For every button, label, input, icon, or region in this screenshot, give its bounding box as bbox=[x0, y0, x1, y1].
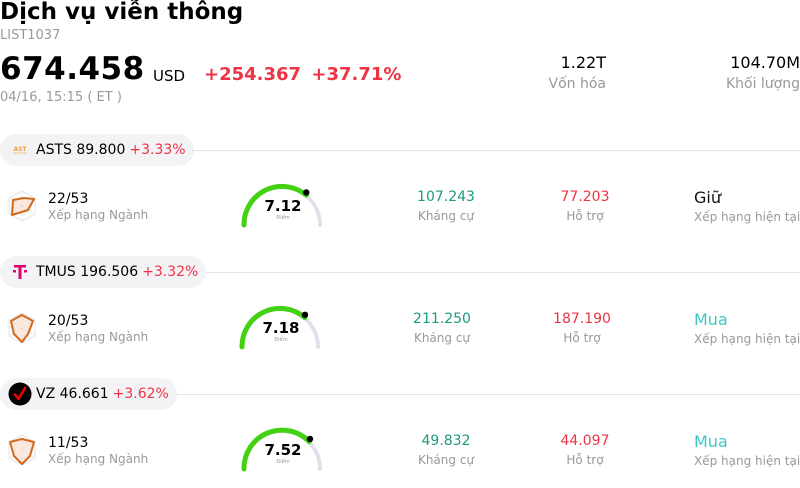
ticker-change: +3.33% bbox=[129, 142, 186, 158]
current-rating: Giữ Xếp hạng hiện tại bbox=[694, 188, 800, 224]
rating-value: Giữ bbox=[694, 188, 721, 207]
resistance-value: 211.250 bbox=[413, 311, 471, 327]
currency-label: USD bbox=[153, 67, 186, 85]
current-rating: Mua Xếp hạng hiện tại bbox=[694, 310, 800, 346]
support-label: Hỗ trợ bbox=[563, 331, 601, 345]
tmobile-logo-icon bbox=[8, 260, 32, 284]
support-label: Hỗ trợ bbox=[566, 209, 604, 223]
svg-text:AST: AST bbox=[13, 146, 27, 153]
divider bbox=[206, 272, 800, 273]
resistance-label: Kháng cự bbox=[413, 331, 471, 345]
rating-value: Mua bbox=[694, 432, 728, 451]
volume-value: 104.70M bbox=[730, 53, 800, 72]
resistance-label: Kháng cự bbox=[417, 209, 475, 223]
industry-rank-label: Xếp hạng Ngành bbox=[48, 208, 149, 222]
index-price: 674.458 bbox=[0, 51, 145, 87]
score-value: 7.52 bbox=[264, 441, 302, 459]
stock-pill-asts[interactable]: AST ASTS 89.800 +3.33% bbox=[0, 134, 194, 166]
rating-label: Xếp hạng hiện tại bbox=[694, 210, 800, 224]
asts-logo-icon: AST bbox=[8, 138, 32, 162]
verizon-logo-icon bbox=[8, 382, 32, 406]
resistance: 107.243 Kháng cự bbox=[406, 189, 486, 223]
divider bbox=[176, 394, 800, 395]
industry-rank-value: 20/53 bbox=[48, 313, 89, 329]
support: 44.097 Hỗ trợ bbox=[545, 433, 625, 467]
rating-value: Mua bbox=[694, 310, 728, 329]
support-value: 77.203 bbox=[560, 189, 610, 205]
score-gauge: 7.18 Điểm bbox=[236, 302, 326, 352]
ticker-change: +3.62% bbox=[112, 386, 169, 402]
industry-rank-label: Xếp hạng Ngành bbox=[48, 330, 149, 344]
stock-pill-vz[interactable]: VZ 46.661 +3.62% bbox=[0, 378, 177, 410]
resistance: 49.832 Kháng cự bbox=[406, 433, 486, 467]
score-gauge: 7.52 Điểm bbox=[238, 424, 328, 474]
rating-label: Xếp hạng hiện tại bbox=[694, 454, 800, 468]
score-label: Điểm bbox=[274, 337, 288, 343]
rating-label: Xếp hạng hiện tại bbox=[694, 332, 800, 346]
resistance-value: 49.832 bbox=[421, 433, 471, 449]
industry-rank-value: 11/53 bbox=[48, 435, 89, 451]
support-label: Hỗ trợ bbox=[566, 453, 604, 467]
resistance: 211.250 Kháng cự bbox=[402, 311, 482, 345]
ticker-price: 89.800 bbox=[76, 142, 126, 158]
score-value: 7.18 bbox=[262, 319, 300, 337]
resistance-value: 107.243 bbox=[417, 189, 475, 205]
ticker-price: 46.661 bbox=[59, 386, 109, 402]
timestamp: 04/16, 15:15 ( ET ) bbox=[0, 90, 122, 105]
page-title: Dịch vụ viễn thông bbox=[0, 0, 244, 25]
industry-rank-value: 22/53 bbox=[48, 191, 89, 207]
support-value: 44.097 bbox=[560, 433, 610, 449]
stock-pill-tmus[interactable]: TMUS 196.506 +3.32% bbox=[0, 256, 207, 288]
radar-chart-icon bbox=[4, 188, 40, 224]
volume-stat: 104.70M Khối lượng bbox=[726, 53, 800, 92]
resistance-label: Kháng cự bbox=[417, 453, 475, 467]
ticker: VZ bbox=[36, 386, 56, 402]
score-label: Điểm bbox=[276, 459, 290, 465]
market-cap-label: Vốn hóa bbox=[548, 76, 606, 92]
divider bbox=[192, 150, 800, 151]
market-cap-value: 1.22T bbox=[560, 53, 606, 72]
ticker-change: +3.32% bbox=[142, 264, 199, 280]
score-gauge: 7.12 Điểm bbox=[238, 180, 328, 230]
ticker: ASTS bbox=[36, 142, 72, 158]
ticker: TMUS bbox=[36, 264, 76, 280]
price-change: +254.367 +37.71% bbox=[204, 64, 401, 85]
list-code: LIST1037 bbox=[0, 28, 61, 43]
current-rating: Mua Xếp hạng hiện tại bbox=[694, 432, 800, 468]
industry-rank-label: Xếp hạng Ngành bbox=[48, 452, 149, 466]
radar-chart-icon bbox=[4, 432, 40, 468]
score-value: 7.12 bbox=[264, 197, 302, 215]
change-percent: +37.71% bbox=[311, 64, 402, 85]
score-label: Điểm bbox=[276, 215, 290, 221]
radar-chart-icon bbox=[4, 310, 40, 346]
support: 187.190 Hỗ trợ bbox=[542, 311, 622, 345]
support: 77.203 Hỗ trợ bbox=[545, 189, 625, 223]
market-cap-stat: 1.22T Vốn hóa bbox=[549, 53, 606, 92]
ticker-price: 196.506 bbox=[80, 264, 139, 280]
volume-label: Khối lượng bbox=[725, 76, 800, 92]
change-value: +254.367 bbox=[204, 64, 302, 85]
support-value: 187.190 bbox=[553, 311, 611, 327]
